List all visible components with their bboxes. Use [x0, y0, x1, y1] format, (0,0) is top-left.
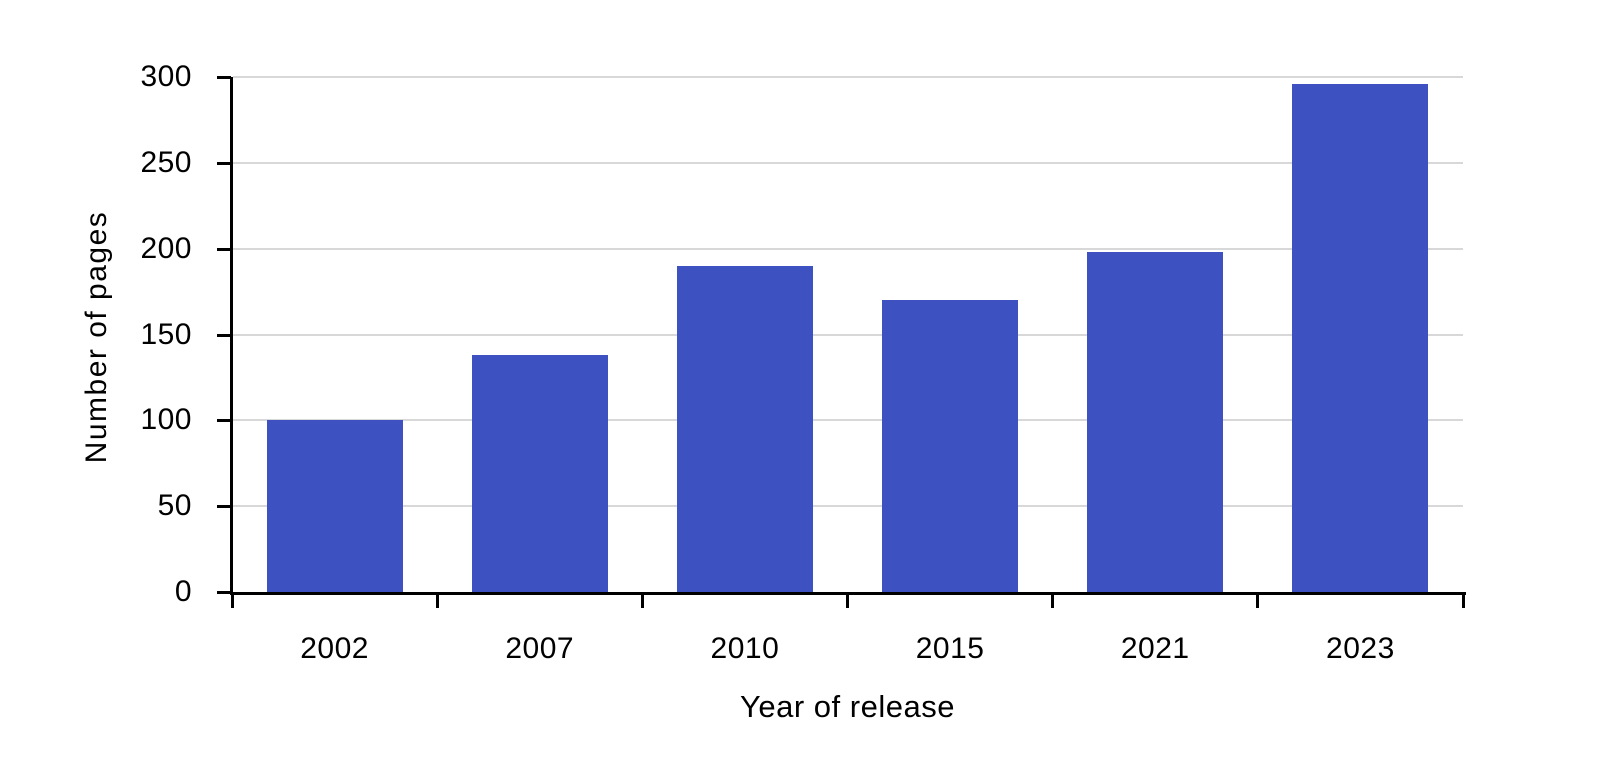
- y-tick: [217, 76, 231, 79]
- x-axis-title: Year of release: [740, 689, 955, 724]
- y-tick: [217, 505, 231, 509]
- bar-2023: [1292, 84, 1428, 592]
- gridline: [233, 161, 1463, 164]
- y-tick: [217, 161, 231, 165]
- x-axis-tick-label: 2010: [710, 632, 780, 665]
- gridline: [233, 76, 1463, 78]
- gridline: [233, 505, 1463, 508]
- x-axis-tick-label: 2007: [505, 632, 575, 665]
- x-axis-tick-label: 2002: [300, 632, 369, 665]
- x-axis-tick-label: 2023: [1326, 632, 1395, 665]
- y-tick: [217, 333, 231, 337]
- y-axis-line: [230, 77, 233, 595]
- y-tick: [217, 591, 231, 594]
- bar-2002: [267, 420, 403, 592]
- x-tick: [230, 595, 234, 608]
- y-axis-tick-label: 150: [140, 317, 192, 351]
- x-axis-line: [230, 592, 1466, 595]
- x-tick: [1051, 595, 1055, 608]
- y-axis-tick-label: 300: [140, 60, 192, 93]
- y-tick: [217, 247, 231, 251]
- y-axis-tick-label: 200: [140, 231, 192, 265]
- y-axis-tick-label: 50: [157, 489, 192, 523]
- x-tick: [435, 595, 439, 608]
- x-tick: [1256, 595, 1260, 608]
- bar-2015: [882, 300, 1018, 592]
- y-axis-tick-label: 100: [140, 403, 192, 437]
- x-axis-tick-label: 2021: [1120, 632, 1190, 665]
- bar-2021: [1087, 252, 1223, 592]
- x-tick: [846, 595, 849, 608]
- x-axis-tick-label: 2015: [915, 632, 985, 665]
- y-tick: [217, 419, 231, 423]
- x-tick: [1461, 595, 1465, 608]
- x-tick: [640, 595, 644, 608]
- y-axis-tick-label: 250: [140, 145, 192, 179]
- bar-2010: [677, 266, 813, 592]
- bar-2007: [472, 355, 608, 592]
- gridline: [233, 247, 1463, 250]
- y-axis-tick-label: 0: [174, 575, 192, 608]
- gridline: [233, 419, 1463, 422]
- gridline: [233, 333, 1463, 336]
